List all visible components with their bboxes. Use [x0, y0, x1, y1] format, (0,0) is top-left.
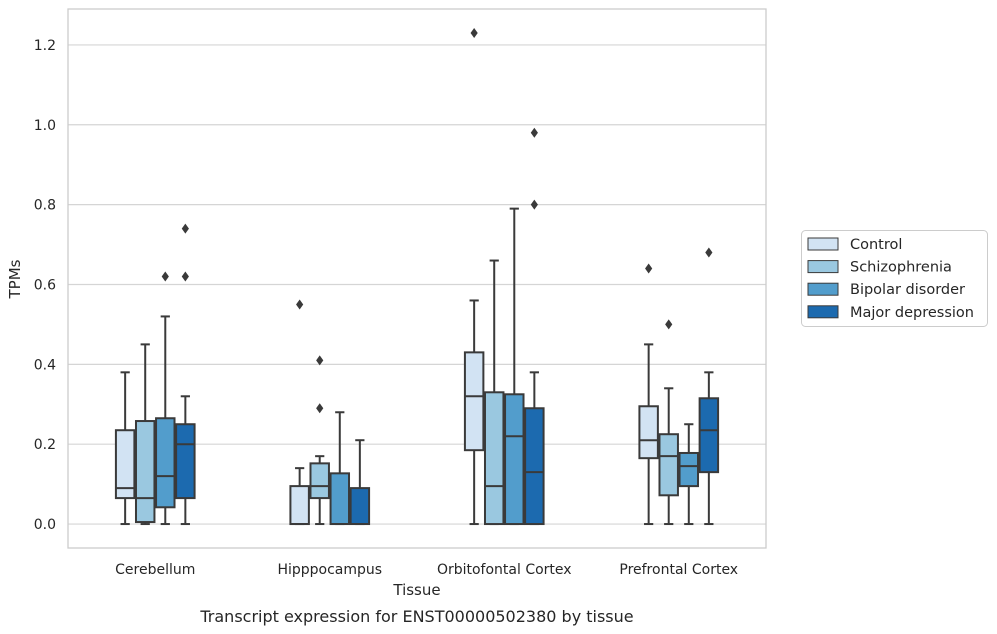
- legend-swatch: [807, 305, 839, 319]
- box-schizophrenia-3: [658, 319, 679, 526]
- outlier-point: [470, 27, 478, 38]
- y-tick-label: 1.2: [34, 38, 56, 54]
- legend-swatch: [807, 260, 839, 274]
- outlier-point: [161, 271, 169, 282]
- outlier-point: [705, 247, 713, 258]
- iqr-box: [658, 433, 679, 497]
- box-major-depression-0: [175, 223, 196, 526]
- box-major-depression-1: [349, 439, 371, 526]
- box-series: [114, 27, 720, 526]
- legend: Control Schizophrenia Bipolar disorder Majo…: [801, 230, 988, 327]
- box-control-0: [114, 371, 136, 526]
- outlier-point: [530, 127, 538, 138]
- box-major-depression-3: [698, 247, 720, 526]
- outlier-point: [316, 355, 324, 366]
- box-schizophrenia-0: [134, 343, 156, 526]
- legend-label: Control: [850, 237, 902, 253]
- x-axis-title: Tissue: [392, 581, 440, 599]
- iqr-box: [175, 423, 196, 500]
- outlier-point: [181, 223, 189, 234]
- iqr-box: [698, 397, 720, 474]
- y-tick-label: 0.4: [34, 357, 56, 373]
- box-bipolar-disorder-0: [155, 271, 176, 526]
- legend-swatch: [807, 282, 839, 296]
- y-tick-label: 0.6: [34, 277, 56, 293]
- y-axis-title: TPMs: [6, 259, 24, 299]
- y-tick-label: 0.0: [34, 517, 56, 533]
- y-tick-label: 0.2: [34, 437, 56, 453]
- box-control-1: [289, 299, 310, 526]
- box-bipolar-disorder-2: [504, 207, 525, 526]
- outlier-point: [665, 319, 673, 330]
- legend-frame: [801, 230, 988, 327]
- outlier-point: [296, 299, 304, 310]
- iqr-box: [678, 451, 700, 488]
- box-bipolar-disorder-1: [329, 411, 351, 526]
- box-bipolar-disorder-3: [678, 423, 700, 526]
- x-tick-label: Orbitofontal Cortex: [437, 562, 572, 578]
- legend-label: Schizophrenia: [850, 260, 952, 276]
- box-major-depression-2: [524, 127, 545, 526]
- iqr-box: [155, 417, 176, 509]
- iqr-box: [638, 405, 659, 460]
- iqr-box: [349, 487, 371, 526]
- iqr-box: [289, 485, 310, 526]
- iqr-box: [504, 393, 525, 526]
- box-schizophrenia-2: [483, 259, 505, 526]
- box-control-2: [463, 27, 485, 526]
- x-tick-label: Prefrontal Cortex: [619, 562, 738, 578]
- y-tick-labels: 0.0 0.2 0.4 0.6 0.8 1.0 1.2: [34, 38, 56, 533]
- chart-caption: Transcript expression for ENST0000050238…: [199, 607, 633, 626]
- x-tick-label: Cerebellum: [115, 562, 195, 578]
- iqr-box: [329, 472, 351, 526]
- legend-swatch: [807, 237, 839, 251]
- iqr-box: [134, 420, 156, 524]
- x-tick-label: Hipppocampus: [277, 562, 382, 578]
- outlier-point: [645, 263, 653, 274]
- iqr-box: [483, 391, 505, 526]
- legend-label: Bipolar disorder: [850, 282, 965, 298]
- outlier-point: [181, 271, 189, 282]
- box-schizophrenia-1: [309, 355, 330, 526]
- iqr-box: [309, 462, 330, 500]
- outlier-point: [316, 403, 324, 414]
- x-tick-labels: Cerebellum Hipppocampus Orbitofontal Corte…: [115, 562, 738, 578]
- iqr-box: [524, 407, 545, 526]
- iqr-box: [114, 429, 136, 500]
- box-control-3: [638, 263, 659, 526]
- plot-frame: [67, 8, 767, 549]
- y-tick-label: 1.0: [34, 118, 56, 134]
- iqr-box: [463, 351, 485, 452]
- y-tick-label: 0.8: [34, 198, 56, 214]
- legend-label: Major depression: [850, 305, 974, 321]
- outlier-point: [530, 199, 538, 210]
